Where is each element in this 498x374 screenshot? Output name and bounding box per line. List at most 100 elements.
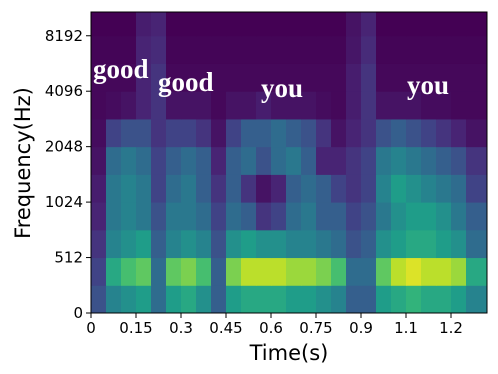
- heatmap-cell: [226, 118, 242, 148]
- heatmap-cell: [316, 285, 332, 314]
- heatmap-cell: [211, 174, 227, 203]
- heatmap-cell: [136, 229, 152, 259]
- heatmap-cell: [451, 174, 467, 203]
- heatmap-cell: [151, 91, 167, 120]
- heatmap-cell: [451, 146, 467, 175]
- heatmap-cell: [316, 257, 332, 286]
- heatmap-cell: [136, 146, 152, 175]
- heatmap-cell: [211, 12, 227, 37]
- heatmap-cell: [211, 146, 227, 175]
- heatmap-cell: [451, 202, 467, 231]
- heatmap-cell: [301, 91, 317, 120]
- heatmap-cell: [241, 229, 257, 259]
- heatmap-cell: [436, 35, 452, 64]
- x-tick-label: 1.1: [394, 319, 418, 337]
- annotation: good: [93, 54, 149, 84]
- heatmap-cell: [121, 202, 137, 231]
- heatmap-cell: [451, 63, 467, 92]
- heatmap-cell: [151, 174, 167, 203]
- heatmap-cell: [316, 118, 332, 148]
- heatmap-cell: [196, 35, 212, 64]
- heatmap-cell: [376, 12, 392, 37]
- heatmap-cell: [271, 118, 287, 148]
- heatmap-cell: [226, 229, 242, 259]
- heatmap-cell: [421, 63, 437, 92]
- heatmap-cell: [196, 12, 212, 37]
- heatmap-cell: [451, 118, 467, 148]
- heatmap-cell: [196, 118, 212, 148]
- heatmap-cell: [301, 257, 317, 286]
- heatmap-cell: [286, 35, 302, 64]
- annotation: you: [261, 73, 303, 103]
- heatmap-cell: [256, 229, 272, 259]
- heatmap-cell: [406, 257, 422, 286]
- heatmap-cell: [121, 285, 137, 314]
- heatmap-cell: [121, 174, 137, 203]
- heatmap-cell: [301, 35, 317, 64]
- heatmap-cell: [346, 12, 362, 37]
- heatmap-cell: [391, 63, 407, 92]
- heatmap-cell: [271, 285, 287, 314]
- heatmap-cell: [136, 91, 152, 120]
- heatmap-cell: [331, 118, 347, 148]
- x-tick-label: 0.3: [169, 319, 193, 337]
- heatmap: [91, 12, 488, 314]
- heatmap-cell: [391, 285, 407, 314]
- heatmap-cell: [376, 118, 392, 148]
- heatmap-cell: [226, 285, 242, 314]
- heatmap-cell: [301, 229, 317, 259]
- heatmap-cell: [271, 174, 287, 203]
- heatmap-cell: [286, 229, 302, 259]
- heatmap-cell: [436, 202, 452, 231]
- heatmap-cell: [436, 174, 452, 203]
- heatmap-cell: [166, 118, 182, 148]
- heatmap-cell: [196, 229, 212, 259]
- heatmap-cell: [151, 202, 167, 231]
- heatmap-cell: [286, 146, 302, 175]
- heatmap-cell: [361, 146, 377, 175]
- heatmap-cell: [91, 63, 107, 92]
- heatmap-cell: [91, 146, 107, 175]
- heatmap-cell: [166, 229, 182, 259]
- heatmap-cell: [136, 35, 152, 64]
- x-tick-label: 0.15: [119, 319, 152, 337]
- heatmap-cell: [391, 174, 407, 203]
- heatmap-cell: [91, 91, 107, 120]
- heatmap-cell: [391, 35, 407, 64]
- heatmap-cell: [211, 229, 227, 259]
- heatmap-cell: [166, 35, 182, 64]
- heatmap-cell: [181, 285, 197, 314]
- heatmap-cell: [121, 257, 137, 286]
- heatmap-cell: [91, 202, 107, 231]
- heatmap-cell: [436, 118, 452, 148]
- x-tick-label: 0: [86, 319, 96, 337]
- heatmap-cell: [271, 91, 287, 120]
- heatmap-cell: [106, 12, 122, 37]
- heatmap-cell: [331, 63, 347, 92]
- heatmap-cell: [421, 146, 437, 175]
- heatmap-cell: [196, 91, 212, 120]
- heatmap-cell: [196, 146, 212, 175]
- heatmap-cell: [181, 91, 197, 120]
- heatmap-cell: [181, 118, 197, 148]
- heatmap-cell: [346, 229, 362, 259]
- heatmap-cell: [241, 285, 257, 314]
- y-tick-label: 2048: [45, 138, 83, 156]
- heatmap-cell: [226, 257, 242, 286]
- heatmap-cell: [316, 35, 332, 64]
- heatmap-cell: [466, 118, 488, 148]
- heatmap-cell: [271, 257, 287, 286]
- heatmap-cell: [301, 202, 317, 231]
- heatmap-cell: [406, 202, 422, 231]
- heatmap-cell: [211, 202, 227, 231]
- heatmap-cell: [316, 146, 332, 175]
- heatmap-cell: [106, 35, 122, 64]
- heatmap-cell: [421, 202, 437, 231]
- heatmap-cell: [421, 257, 437, 286]
- heatmap-cell: [421, 285, 437, 314]
- heatmap-cell: [406, 229, 422, 259]
- annotation: good: [158, 67, 214, 97]
- heatmap-cell: [166, 91, 182, 120]
- heatmap-cell: [301, 285, 317, 314]
- heatmap-cell: [241, 63, 257, 92]
